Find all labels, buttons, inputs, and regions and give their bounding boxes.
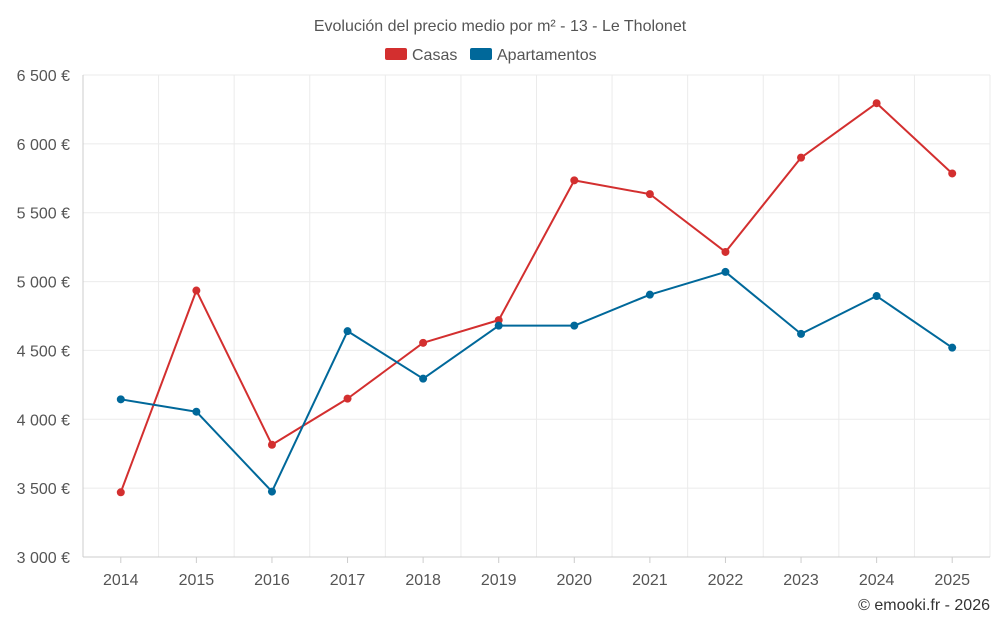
y-tick-label: 3 500 € xyxy=(17,481,70,498)
data-point-apartamentos xyxy=(192,407,201,416)
data-point-casas xyxy=(721,247,730,256)
x-tick-label: 2024 xyxy=(859,572,895,589)
legend-label-casas: Casas xyxy=(412,47,457,64)
data-point-casas xyxy=(343,394,352,403)
x-tick-label: 2014 xyxy=(103,572,139,589)
data-point-apartamentos xyxy=(645,290,654,299)
x-tick-label: 2025 xyxy=(934,572,970,589)
chart-title: Evolución del precio medio por m² - 13 -… xyxy=(314,18,687,35)
y-tick-label: 5 500 € xyxy=(17,206,70,223)
data-point-apartamentos xyxy=(570,321,579,330)
legend-swatch-casas xyxy=(385,48,407,60)
legend-swatch-apartamentos xyxy=(470,48,492,60)
legend-label-apartamentos: Apartamentos xyxy=(497,47,597,64)
series-layer xyxy=(116,99,957,497)
x-tick-label: 2016 xyxy=(254,572,290,589)
data-point-apartamentos xyxy=(343,327,352,336)
legend-item-casas[interactable]: Casas xyxy=(385,47,457,64)
data-point-apartamentos xyxy=(797,329,806,338)
data-point-casas xyxy=(192,286,201,295)
x-tick-label: 2023 xyxy=(783,572,819,589)
x-tick-label: 2021 xyxy=(632,572,668,589)
data-point-casas xyxy=(267,440,276,449)
data-point-casas xyxy=(494,316,503,325)
data-point-apartamentos xyxy=(948,343,957,352)
y-tick-label: 4 000 € xyxy=(17,412,70,429)
data-point-apartamentos xyxy=(872,292,881,301)
y-tick-label: 5 000 € xyxy=(17,275,70,292)
data-point-apartamentos xyxy=(494,321,503,330)
data-point-casas xyxy=(872,99,881,108)
x-tick-label: 2022 xyxy=(708,572,744,589)
x-tick-label: 2017 xyxy=(330,572,366,589)
x-tick-label: 2019 xyxy=(481,572,517,589)
data-point-casas xyxy=(797,153,806,162)
y-tick-label: 6 500 € xyxy=(17,68,70,85)
credit-text: © emooki.fr - 2026 xyxy=(858,597,990,614)
axis-layer: 3 000 € 3 500 € 4 000 € 4 500 € 5 000 € 5 500… xyxy=(17,68,990,589)
data-point-casas xyxy=(645,190,654,199)
legend-item-apartamentos[interactable]: Apartamentos xyxy=(470,47,597,64)
x-tick-label: 2015 xyxy=(179,572,215,589)
x-tick-label: 2020 xyxy=(556,572,592,589)
data-point-apartamentos xyxy=(419,374,428,383)
data-point-apartamentos xyxy=(267,487,276,496)
data-point-apartamentos xyxy=(116,395,125,404)
legend: Casas Apartamentos xyxy=(385,47,597,64)
y-tick-label: 4 500 € xyxy=(17,343,70,360)
y-tick-label: 3 000 € xyxy=(17,550,70,567)
series-line-casas xyxy=(119,102,953,493)
data-point-casas xyxy=(419,338,428,347)
data-point-casas xyxy=(570,176,579,185)
data-point-apartamentos xyxy=(721,267,730,276)
x-tick-label: 2018 xyxy=(405,572,441,589)
series-line-apartamentos xyxy=(120,270,953,493)
grid-layer xyxy=(83,74,991,557)
y-tick-label: 6 000 € xyxy=(17,137,70,154)
data-point-casas xyxy=(116,488,125,497)
data-point-casas xyxy=(948,169,957,178)
